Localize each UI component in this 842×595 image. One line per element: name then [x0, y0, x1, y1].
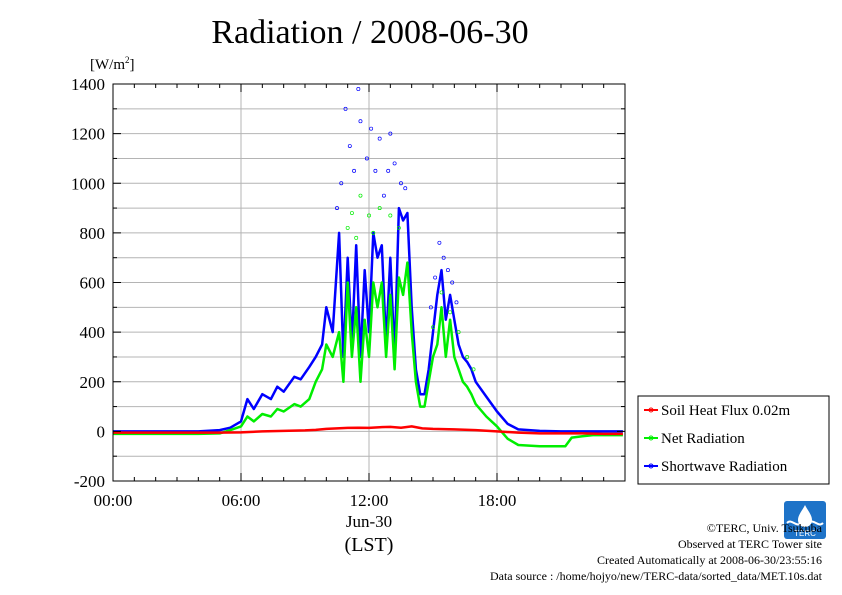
- shortwave-point: [347, 144, 352, 148]
- legend: Soil Heat Flux 0.02m Net Radiation Shortwa…: [637, 395, 830, 485]
- shortwave-point: [441, 255, 446, 260]
- wave-right-icon: [808, 520, 824, 526]
- series-line-0: [113, 425, 623, 436]
- shortwave-point: [433, 275, 438, 280]
- net-point: [465, 354, 470, 359]
- net-point: [456, 330, 461, 335]
- shortwave-point: [352, 168, 357, 173]
- shortwave-point: [399, 181, 403, 186]
- x-tick-label: 12:00: [350, 491, 389, 510]
- y-tick-label: 1400: [71, 75, 105, 94]
- net-point: [448, 310, 453, 315]
- observed-text: Observed at TERC Tower site: [677, 537, 822, 551]
- series-line-1: [113, 261, 623, 448]
- y-tick-label: 200: [80, 373, 106, 392]
- legend-label-1: Net Radiation: [661, 431, 745, 447]
- x-axis-label: (LST): [345, 534, 394, 556]
- chart-title: Radiation / 2008-06-30: [211, 14, 529, 51]
- net-point: [396, 225, 401, 230]
- y-tick-label: -200: [74, 472, 105, 491]
- legend-marker-0: [648, 407, 654, 413]
- shortwave-point: [454, 300, 459, 305]
- shortwave-point: [428, 305, 433, 310]
- y-axis-unit-open: [W/m: [90, 57, 125, 73]
- data-source-text: Data source : /home/hojyo/new/TERC-data/…: [489, 569, 822, 583]
- shortwave-point: [335, 206, 339, 211]
- shortwave-point: [358, 119, 363, 124]
- shortwave-point: [386, 168, 391, 173]
- legend-label-2: Shortwave Radiation: [661, 459, 788, 475]
- y-axis-unit-superscript: 2: [125, 55, 130, 65]
- shortwave-point: [445, 268, 450, 273]
- net-point: [388, 213, 393, 218]
- y-tick-label: 800: [80, 224, 106, 243]
- net-point: [471, 367, 476, 372]
- shortwave-point: [377, 136, 382, 141]
- logo-text: TERC: [794, 529, 816, 538]
- x-tick-label: 06:00: [222, 491, 261, 510]
- shortwave-point: [339, 181, 344, 186]
- y-tick-label: 0: [97, 422, 106, 441]
- shortwave-point: [388, 131, 393, 136]
- grid-lines: [113, 84, 625, 481]
- legend-box: [637, 395, 830, 485]
- shortwave-point: [381, 193, 386, 198]
- shortwave-point: [356, 87, 361, 91]
- axis-ticks: -200 0 200 400 600 800 1000 1200 1400 00:00 06:00 1…: [71, 75, 626, 510]
- copyright-text: ©TERC, Univ. Tsukuba: [706, 521, 822, 535]
- shortwave-point: [403, 186, 408, 191]
- net-point: [431, 325, 435, 330]
- shortwave-point: [373, 168, 378, 173]
- shortwave-point: [437, 240, 442, 245]
- y-axis-unit: [W/m2]: [90, 55, 135, 74]
- series-line-2: [113, 206, 623, 433]
- series-lines: [113, 206, 623, 448]
- shortwave-point: [392, 161, 397, 166]
- legend-label-0: Soil Heat Flux 0.02m: [661, 403, 791, 419]
- x-tick-label: 00:00: [94, 491, 133, 510]
- net-point: [354, 235, 359, 240]
- x-axis-date-label: Jun-30: [346, 512, 392, 531]
- y-tick-label: 1000: [71, 174, 105, 193]
- footer-credits: ©TERC, Univ. Tsukuba Observed at TERC To…: [490, 520, 822, 584]
- y-tick-label: 600: [80, 274, 106, 293]
- net-point: [371, 230, 376, 235]
- y-axis-unit-close: ]: [129, 57, 135, 73]
- scatter-points: [335, 87, 476, 372]
- y-tick-label: 1200: [71, 125, 105, 144]
- shortwave-point: [364, 156, 369, 161]
- net-point: [349, 211, 354, 215]
- net-point: [367, 213, 371, 218]
- legend-marker-2: [648, 463, 654, 469]
- legend-marker-1: [648, 435, 654, 441]
- shortwave-point: [343, 106, 348, 111]
- net-point: [439, 290, 444, 295]
- wave-left-icon: [786, 520, 802, 526]
- shortwave-point: [369, 126, 374, 131]
- terc-logo: TERC: [784, 501, 826, 539]
- net-point: [345, 225, 350, 230]
- x-tick-label: 18:00: [478, 491, 517, 510]
- y-tick-label: 400: [80, 323, 106, 342]
- created-text: Created Automatically at 2008-06-30/23:5…: [597, 553, 822, 567]
- shortwave-point: [450, 280, 455, 285]
- net-point: [377, 206, 382, 211]
- water-drop-icon: [798, 505, 812, 527]
- net-point: [358, 193, 363, 198]
